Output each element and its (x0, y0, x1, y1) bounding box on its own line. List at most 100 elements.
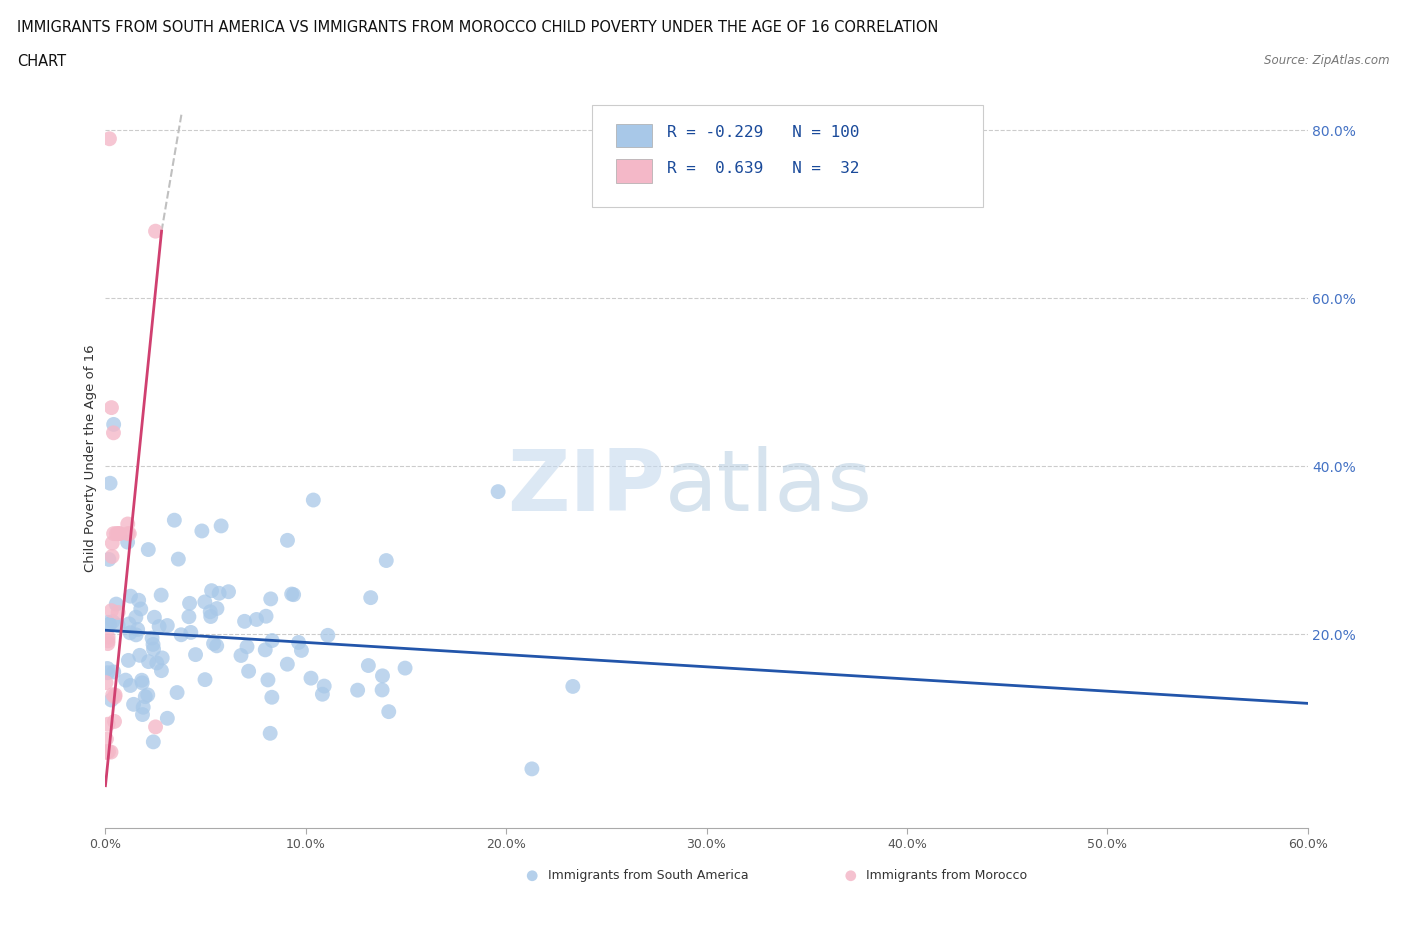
Text: Immigrants from South America: Immigrants from South America (548, 870, 748, 883)
Point (316, 628, 339, 643)
Point (299, 671, 322, 685)
Point (156, 618, 179, 633)
Point (141, 631, 163, 645)
Point (145, 224, 167, 239)
Point (98, 476, 121, 491)
Point (218, 584, 240, 599)
Point (394, 660, 416, 675)
Text: IMMIGRANTS FROM SOUTH AMERICA VS IMMIGRANTS FROM MOROCCO CHILD POVERTY UNDER THE: IMMIGRANTS FROM SOUTH AMERICA VS IMMIGRA… (17, 20, 938, 35)
Point (131, 707, 153, 722)
Point (103, 526, 125, 541)
Point (105, 597, 128, 612)
Point (254, 609, 277, 624)
Point (287, 635, 309, 650)
Point (101, 536, 124, 551)
Point (97, 717, 120, 732)
Point (280, 587, 302, 602)
Point (1337, 850, 1360, 865)
Point (107, 526, 129, 541)
Point (290, 643, 312, 658)
Point (117, 526, 139, 541)
Point (101, 614, 124, 629)
Point (101, 549, 124, 564)
Point (205, 638, 228, 653)
Point (98, 617, 121, 631)
Point (177, 609, 200, 624)
Point (202, 636, 225, 651)
Point (146, 656, 169, 671)
Point (134, 689, 156, 704)
Point (107, 605, 129, 620)
Point (103, 425, 125, 440)
Point (97, 552, 120, 567)
Point (98, 131, 121, 146)
Point (276, 657, 298, 671)
Point (156, 711, 179, 725)
Point (260, 591, 283, 606)
Point (107, 618, 129, 632)
Text: Immigrants from Morocco: Immigrants from Morocco (866, 870, 1028, 883)
Point (125, 610, 148, 625)
Point (94, 675, 117, 690)
Point (260, 690, 283, 705)
Text: ZIP: ZIP (506, 446, 665, 529)
Point (371, 683, 394, 698)
Point (96, 745, 118, 760)
Point (136, 687, 159, 702)
Point (125, 628, 148, 643)
Point (101, 687, 124, 702)
FancyBboxPatch shape (616, 159, 652, 183)
Text: R =  0.639   N =  32: R = 0.639 N = 32 (666, 161, 859, 176)
Point (96, 745, 118, 760)
Point (167, 551, 190, 566)
Point (184, 647, 207, 662)
Point (143, 610, 166, 625)
Point (257, 672, 280, 687)
Point (103, 417, 125, 432)
Point (314, 679, 336, 694)
Point (103, 665, 125, 680)
Point (105, 526, 128, 541)
FancyBboxPatch shape (616, 124, 652, 148)
Point (132, 699, 155, 714)
Text: atlas: atlas (665, 446, 873, 529)
Text: R = -0.229   N = 100: R = -0.229 N = 100 (666, 126, 859, 140)
Point (150, 663, 173, 678)
Point (238, 664, 260, 679)
Point (97, 744, 120, 759)
Point (262, 633, 284, 648)
Point (104, 689, 127, 704)
Y-axis label: Child Poverty Under the Age of 16: Child Poverty Under the Age of 16 (84, 344, 97, 572)
Point (122, 697, 145, 711)
Point (142, 735, 165, 750)
Point (96, 745, 118, 760)
Point (97, 630, 120, 644)
Point (96, 732, 118, 747)
Point (131, 675, 153, 690)
Point (163, 512, 186, 527)
Point (254, 643, 277, 658)
Point (117, 535, 139, 550)
Point (100, 693, 122, 708)
Point (180, 625, 202, 640)
Point (108, 526, 131, 541)
Point (100, 604, 122, 618)
Point (194, 594, 217, 609)
Point (357, 658, 380, 673)
Point (283, 587, 305, 602)
Point (100, 400, 122, 415)
Point (120, 625, 142, 640)
Point (806, 850, 828, 865)
Point (108, 526, 131, 541)
Point (104, 687, 127, 702)
Point (100, 745, 122, 760)
Point (150, 650, 173, 665)
Point (179, 596, 201, 611)
Point (200, 583, 222, 598)
Point (118, 526, 141, 541)
Point (97, 615, 120, 630)
Point (142, 637, 165, 652)
Point (371, 669, 394, 684)
Point (233, 614, 256, 629)
Point (97, 636, 120, 651)
